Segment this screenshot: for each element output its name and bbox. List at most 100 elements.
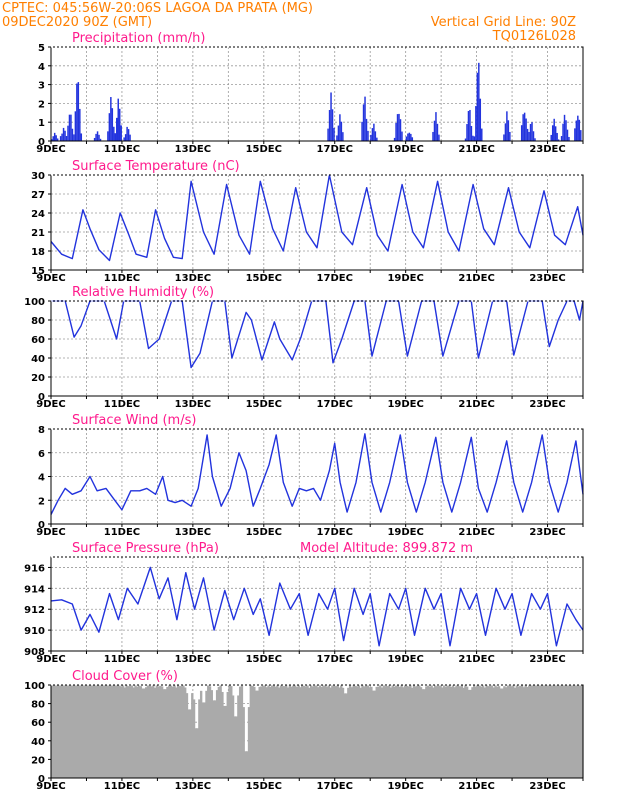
cloud-bar <box>254 690 258 778</box>
x-tick-label: 13DEC <box>175 144 211 155</box>
y-tick-label: 910 <box>24 626 45 637</box>
precip-bar <box>110 97 112 141</box>
precip-bar <box>77 82 80 141</box>
precip-bar <box>469 109 471 141</box>
cloud-bar <box>283 686 286 778</box>
cloud-bar <box>497 686 501 778</box>
cloud-bar <box>494 685 497 778</box>
cloud-bar <box>453 687 456 778</box>
x-tick-label: 15DEC <box>246 527 282 538</box>
header-date: 09DEC2020 90Z (GMT) <box>2 15 152 30</box>
cloud-bar <box>334 686 338 778</box>
plot-frame <box>50 300 584 397</box>
cloud-bar <box>157 686 160 778</box>
y-tick-label: 914 <box>24 584 45 595</box>
precip-bar <box>525 118 527 141</box>
precip-bar <box>371 128 374 141</box>
cloud-bar <box>107 685 111 778</box>
y-tick-label: 1 <box>38 118 45 129</box>
cloud-bar <box>465 686 469 778</box>
x-tick-label: 13DEC <box>175 654 211 665</box>
cloud-bar <box>409 685 412 778</box>
cloud-bar <box>501 688 504 778</box>
cloud-bar <box>575 685 579 778</box>
chart-panels: Precipitation (mm/h) 0 1 2 3 4 5 9DEC 11DEC 13DEC… <box>24 31 584 792</box>
cloud-bar <box>451 685 455 778</box>
cloud-bar <box>290 686 293 778</box>
precip-bar <box>472 135 474 141</box>
cloud-bar <box>570 685 573 778</box>
precip-bar <box>114 133 117 141</box>
y-tick-label: 4 <box>38 473 45 484</box>
cloud-bar <box>572 685 575 778</box>
cloud-bar <box>450 686 453 778</box>
cloud-bar <box>125 685 128 778</box>
cloud-bar <box>256 690 260 778</box>
chart-subtitle-pressure: Model Altitude: 899.872 m <box>300 541 473 556</box>
precip-bar <box>396 114 399 141</box>
y-tick-label: 4 <box>38 62 45 73</box>
y-tick-label: 20 <box>31 755 45 766</box>
series-line-humidity <box>51 300 584 369</box>
cloud-bar <box>373 690 377 778</box>
chart-title-pressure: Surface Pressure (hPa) <box>72 541 219 556</box>
header-station: CPTEC: 045:56W-20:06S LAGOA DA PRATA (MG… <box>2 1 313 16</box>
cloud-bar <box>231 695 235 778</box>
cloud-bar <box>338 687 341 778</box>
cloud-bar <box>230 686 233 778</box>
precip-bar <box>554 126 557 141</box>
cloud-bar <box>292 685 295 778</box>
x-tick-label: 13DEC <box>175 273 211 284</box>
cloud-bar <box>105 685 109 778</box>
cloud-bar <box>123 687 127 778</box>
x-tick-label: 15DEC <box>246 144 282 155</box>
cloud-bar <box>84 685 88 778</box>
cloud-bar <box>58 685 61 778</box>
cloud-bar <box>77 685 80 778</box>
precip-bar <box>531 122 533 141</box>
precip-bar <box>327 128 329 141</box>
y-tick-label: 80 <box>31 700 45 711</box>
precip-bar <box>67 125 69 141</box>
cloud-bar <box>210 690 213 778</box>
cloud-bar <box>276 685 279 778</box>
precip-bar <box>563 114 566 141</box>
y-tick-label: 0 <box>38 520 45 531</box>
cloud-bar <box>350 687 354 778</box>
cloud-bar <box>311 686 315 778</box>
cloud-bar <box>483 687 487 778</box>
cloud-bar <box>565 685 568 778</box>
precip-bar <box>96 131 99 141</box>
cloud-bar <box>536 685 540 778</box>
cloud-bar <box>348 685 352 778</box>
precip-bar <box>93 137 96 141</box>
cloud-bar <box>159 685 162 778</box>
x-tick-label: 23DEC <box>529 144 565 155</box>
cloud-bar <box>214 700 217 778</box>
plot-frame <box>50 174 584 271</box>
cloud-bar <box>559 685 563 778</box>
y-tick-label: 100 <box>24 681 45 692</box>
cloud-bar <box>551 685 554 778</box>
x-tick-label: 11DEC <box>104 527 140 538</box>
cloud-bar <box>306 685 309 778</box>
cloud-bar <box>556 685 559 778</box>
cloud-bar <box>515 685 518 778</box>
precip-bar <box>464 138 467 141</box>
cloud-bar <box>65 685 68 778</box>
cloud-bar <box>274 686 277 778</box>
cloud-bar <box>320 686 323 778</box>
cloud-bar <box>293 685 297 778</box>
cloud-bar <box>540 685 543 778</box>
precip-bar <box>528 131 530 141</box>
cloud-bar <box>249 685 252 778</box>
cloud-bar <box>533 685 536 778</box>
chart-humidity: Relative Humidity (%) 0 20 40 60 80 100 9DEC 11D… <box>24 285 584 410</box>
precip-bar <box>339 114 341 141</box>
cloud-bar <box>226 691 229 778</box>
x-tick-label: 19DEC <box>387 144 423 155</box>
precip-bar <box>470 125 473 141</box>
cloud-bar <box>414 686 417 778</box>
cloud-bar <box>148 685 151 778</box>
cloud-bar <box>244 751 247 778</box>
